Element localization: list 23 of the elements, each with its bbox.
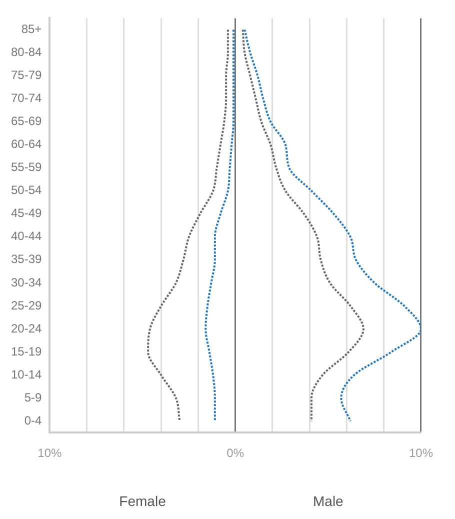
y-tick-label: 15-19 bbox=[10, 344, 42, 358]
text: Male bbox=[312, 492, 344, 509]
x-tick-label: 0% bbox=[226, 446, 244, 460]
y-tick-label: 85+ bbox=[21, 22, 42, 36]
y-tick-label: 10-14 bbox=[10, 367, 42, 382]
y-tick-label: 20-24 bbox=[10, 321, 42, 336]
y-tick-label: 40-44 bbox=[10, 229, 42, 244]
y-tick-label: 50-54 bbox=[10, 183, 42, 198]
y-tick-label: 70-74 bbox=[10, 91, 42, 106]
y-tick-label: 30-34 bbox=[10, 275, 42, 290]
y-tick-label: 65-69 bbox=[10, 114, 42, 128]
y-tick-label: 60-64 bbox=[10, 137, 42, 152]
x-tick-label: 10% bbox=[408, 446, 434, 460]
y-tick-label: 45-49 bbox=[10, 206, 42, 220]
y-tick-label: 35-39 bbox=[10, 252, 42, 266]
text: Female bbox=[119, 492, 166, 509]
x-tick-label: 10% bbox=[38, 446, 62, 460]
y-tick-label: 80-84 bbox=[10, 45, 42, 60]
y-tick-label: 55-59 bbox=[10, 160, 42, 174]
y-tick-label: 75-79 bbox=[10, 68, 42, 82]
y-tick-label: 5-9 bbox=[24, 390, 42, 404]
y-tick-label: 25-29 bbox=[10, 298, 42, 312]
y-tick-label: 0-4 bbox=[24, 413, 42, 428]
